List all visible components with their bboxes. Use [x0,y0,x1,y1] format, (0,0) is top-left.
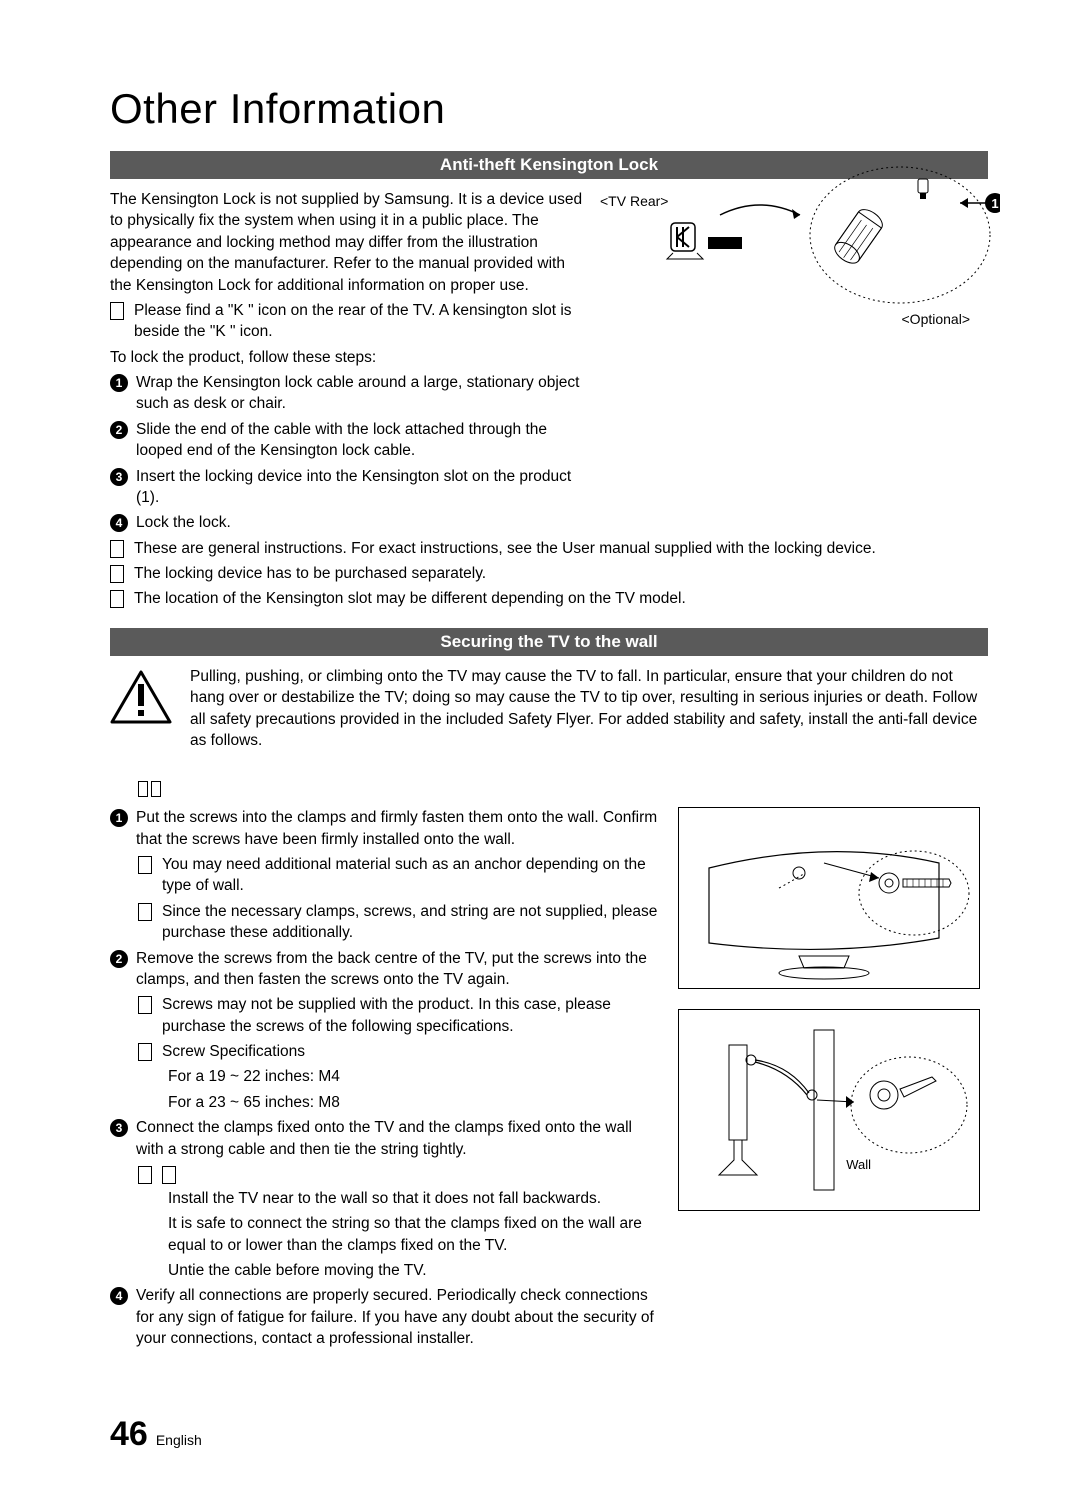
step-number-1: 1 [110,374,128,392]
step-text: Put the screws into the clamps and firml… [136,807,658,850]
step-number-1: 1 [110,809,128,827]
note-icon [110,540,124,558]
spec-text: For a 19 ~ 22 inches: M4 [168,1066,658,1087]
note-icon [138,1043,152,1061]
step-number-3: 3 [110,468,128,486]
page-number: 46 [110,1415,148,1454]
note-text: These are general instructions. For exac… [134,538,876,559]
language-label: English [156,1432,202,1448]
bullet-text: Install the TV near to the wall so that … [168,1188,658,1209]
note-icon [138,856,152,874]
bullet-text: It is safe to connect the string so that… [168,1213,658,1256]
intro-text: The Kensington Lock is not supplied by S… [110,189,588,296]
wall-label: Wall [846,1157,871,1172]
sub-heading-marker [138,781,988,797]
note-text: Please find a "K " icon on the rear of t… [134,300,588,343]
step-text: Remove the screws from the back centre o… [136,948,658,991]
tv-rear-label: <TV Rear> [600,193,668,209]
step-number-4: 4 [110,1287,128,1305]
kensington-diagram-svg: 1 [600,165,1000,335]
step-text: Verify all connections are properly secu… [136,1285,658,1349]
warning-icon [110,670,172,724]
caution-text: Pulling, pushing, or climbing onto the T… [190,666,988,752]
step-text: Connect the clamps fixed onto the TV and… [136,1117,658,1160]
page-footer: 46 English [110,1415,202,1454]
note-icon [110,302,124,320]
note-text: The locking device has to be purchased s… [134,563,486,584]
svg-text:1: 1 [991,196,998,211]
note-text: You may need additional material such as… [162,854,658,897]
note-text: Screws may not be supplied with the prod… [162,994,658,1037]
note-icon [110,565,124,583]
note-text: The location of the Kensington slot may … [134,588,686,609]
note-icon [138,996,152,1014]
section-heading-securing: Securing the TV to the wall [110,628,988,656]
step-number-4: 4 [110,514,128,532]
step-text: Lock the lock. [136,512,231,533]
step-number-2: 2 [110,950,128,968]
securing-figure-top [678,807,980,989]
bullet-text: Untie the cable before moving the TV. [168,1260,658,1281]
note-icon [110,590,124,608]
step-number-2: 2 [110,421,128,439]
step-text: Wrap the Kensington lock cable around a … [136,372,588,415]
page-title: Other Information [110,85,988,133]
spec-text: For a 23 ~ 65 inches: M8 [168,1092,658,1113]
optional-label: <Optional> [902,311,971,327]
step-text: Slide the end of the cable with the lock… [136,419,588,462]
step-number-3: 3 [110,1119,128,1137]
kensington-figure: <TV Rear> <Optional> [600,165,1000,335]
note-icon [138,1166,152,1184]
steps-intro: To lock the product, follow these steps: [110,347,588,368]
note-text: Since the necessary clamps, screws, and … [162,901,658,944]
securing-figure-bottom: Wall [678,1009,980,1211]
note-icon [138,903,152,921]
note-text: Screw Specifications [162,1041,305,1062]
note-icon [162,1166,176,1184]
step-text: Insert the locking device into the Kensi… [136,466,588,509]
